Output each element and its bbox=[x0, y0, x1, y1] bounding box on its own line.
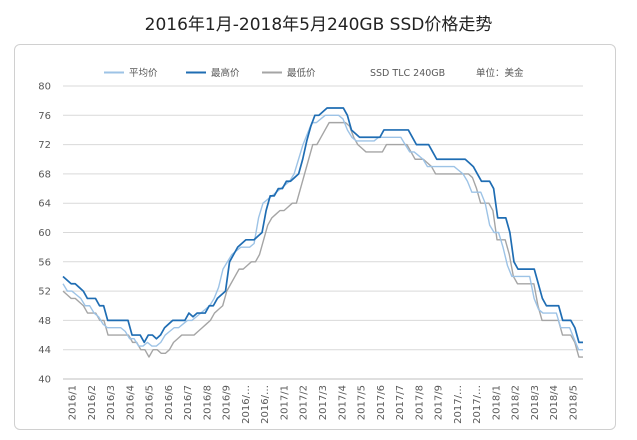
y-tick-label: 44 bbox=[38, 345, 51, 356]
x-tick-label: 2017/9 bbox=[434, 385, 445, 420]
grid-lines bbox=[63, 85, 583, 380]
axes: 40 44 48 52 56 60 64 68 72 76 80 2016/1 2016/2 2016/3… bbox=[38, 82, 583, 424]
x-tick-label: 2017/7 bbox=[395, 385, 406, 420]
x-tick-label: 2016/9 bbox=[222, 385, 233, 420]
x-tick-label: 2016/8 bbox=[202, 385, 213, 420]
series-line-2 bbox=[62, 107, 583, 344]
series-line-1 bbox=[62, 114, 583, 351]
unit-label: 单位：美金 bbox=[476, 67, 524, 79]
x-tick-label: 2016/5 bbox=[145, 385, 156, 420]
chart-frame bbox=[14, 44, 616, 430]
y-tick-label: 56 bbox=[38, 257, 51, 268]
legend-note: SSD TLC 240GB bbox=[370, 68, 445, 79]
x-tick-label: 2016/3 bbox=[106, 385, 117, 420]
y-tick-label: 76 bbox=[38, 111, 51, 122]
x-tick-label: 2016/6 bbox=[164, 385, 175, 420]
y-tick-label: 72 bbox=[38, 140, 51, 151]
x-tick-label: 2017/4 bbox=[337, 385, 348, 420]
legend: 平均价 最高价 最低价 SSD TLC 240GB 单位：美金 bbox=[104, 67, 524, 79]
x-tick-label: 2016/2 bbox=[87, 385, 98, 420]
x-tick-label: 2017/… bbox=[472, 385, 483, 424]
legend-label: 最高价 bbox=[211, 67, 240, 79]
x-tick-label: 2018/3 bbox=[530, 385, 541, 420]
x-tick-label: 2016/1 bbox=[68, 385, 79, 420]
y-tick-label: 52 bbox=[38, 287, 51, 298]
x-tick-label: 2016/… bbox=[241, 385, 252, 424]
x-tick-label: 2018/4 bbox=[549, 385, 560, 420]
x-tick-label: 2018/5 bbox=[568, 385, 579, 420]
x-tick-label: 2017/3 bbox=[318, 385, 329, 420]
y-tick-label: 60 bbox=[38, 228, 51, 239]
legend-label: 平均价 bbox=[129, 67, 158, 79]
legend-label: 最低价 bbox=[287, 67, 316, 79]
x-tick-label: 2016/4 bbox=[125, 385, 136, 420]
y-tick-label: 68 bbox=[38, 169, 51, 180]
y-tick-label: 64 bbox=[38, 199, 51, 210]
x-tick-label: 2017/1 bbox=[279, 385, 290, 420]
y-tick-label: 48 bbox=[38, 316, 51, 327]
x-tick-label: 2018/2 bbox=[511, 385, 522, 420]
x-tick-label: 2016/… bbox=[260, 385, 271, 424]
page-title: 2016年1月-2018年5月240GB SSD价格走势 bbox=[144, 15, 493, 35]
x-tick-label: 2017/… bbox=[453, 385, 464, 424]
x-tick-label: 2016/7 bbox=[183, 385, 194, 420]
x-tick-label: 2017/6 bbox=[376, 385, 387, 420]
series-lines bbox=[62, 107, 583, 358]
y-tick-label: 80 bbox=[38, 82, 51, 93]
x-tick-label: 2017/2 bbox=[299, 385, 310, 420]
series-line-3 bbox=[62, 121, 583, 358]
x-tick-label: 2017/5 bbox=[357, 385, 368, 420]
x-tick-label: 2017/8 bbox=[414, 385, 425, 420]
y-tick-label: 40 bbox=[38, 375, 51, 386]
x-tick-label: 2018/1 bbox=[491, 385, 502, 420]
